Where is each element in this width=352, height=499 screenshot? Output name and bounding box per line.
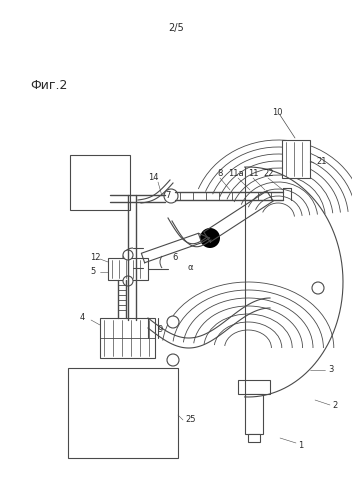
Circle shape — [164, 189, 178, 203]
Bar — [238, 380, 270, 394]
Text: 6: 6 — [172, 253, 177, 262]
Text: 21: 21 — [316, 158, 327, 167]
Text: α: α — [187, 263, 193, 272]
Bar — [282, 140, 310, 178]
Text: 3: 3 — [328, 365, 333, 375]
Text: 12: 12 — [90, 253, 101, 262]
Bar — [248, 434, 260, 442]
Text: 2: 2 — [332, 401, 337, 410]
Text: 10: 10 — [272, 107, 283, 116]
Circle shape — [312, 282, 324, 294]
Text: 7: 7 — [165, 191, 170, 200]
Text: Фиг.2: Фиг.2 — [30, 78, 67, 91]
Text: 25: 25 — [185, 416, 195, 425]
Circle shape — [167, 316, 179, 328]
Bar — [100, 318, 155, 358]
Text: 8: 8 — [217, 170, 222, 179]
Text: 14: 14 — [148, 174, 158, 183]
Text: 11a: 11a — [228, 170, 244, 179]
Bar — [245, 394, 263, 434]
Text: 9: 9 — [158, 325, 163, 334]
Text: 11: 11 — [248, 170, 258, 179]
Text: 1: 1 — [298, 441, 303, 450]
Circle shape — [200, 228, 220, 248]
Text: 5: 5 — [90, 267, 95, 276]
Circle shape — [167, 354, 179, 366]
Bar — [108, 258, 148, 280]
Text: 2/5: 2/5 — [168, 23, 184, 33]
Text: 22: 22 — [263, 170, 274, 179]
Text: 4: 4 — [80, 313, 85, 322]
Circle shape — [123, 276, 133, 286]
Bar — [68, 368, 178, 458]
Bar — [70, 155, 130, 210]
Circle shape — [123, 250, 133, 260]
